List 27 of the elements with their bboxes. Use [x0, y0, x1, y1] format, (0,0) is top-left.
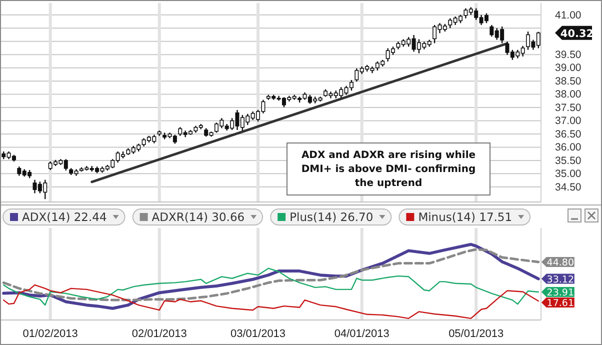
data-label: 44.80: [546, 258, 574, 269]
y-tick-label: 38.50: [555, 75, 582, 88]
y-tick-label: 41.00: [555, 9, 582, 22]
y-tick-label: 37.50: [555, 102, 582, 114]
text: 40.32: [560, 28, 594, 40]
x-tick-label: 02/01/2013: [132, 328, 187, 340]
y-tick-label: 35.50: [555, 154, 582, 167]
data-label: 17.61: [546, 298, 574, 309]
y-tick-label: 38.00: [555, 88, 582, 101]
data-label: 33.12: [546, 274, 574, 286]
y-tick-label: 35.00: [555, 168, 582, 180]
x-tick-label: 01/02/2013: [22, 328, 78, 340]
legend-label: ADXR(14) 30.66: [152, 210, 245, 224]
y-tick-label: 36.50: [555, 128, 582, 140]
x-tick-label: 04/01/2013: [334, 328, 390, 340]
y-tick-label: 37.00: [555, 115, 582, 128]
x-tick-label: 03/01/2013: [230, 328, 286, 340]
x-tick-label: 05/01/2013: [448, 328, 504, 340]
annotation: ADX and ADXR are rising while DMI+ is above DMI- confirming the uptrend: [301, 150, 476, 189]
y-tick-label: 36.00: [555, 142, 582, 154]
y-tick-label: 39.00: [555, 62, 582, 74]
y-tick-label: 39.50: [555, 48, 582, 61]
legend-label: Minus(14) 17.51: [418, 210, 512, 224]
legend-label: ADX(14) 22.44: [22, 210, 107, 224]
y-tick-label: 34.50: [555, 181, 582, 194]
legend-label: Plus(14) 26.70: [290, 210, 374, 224]
data-label: 23.91: [546, 288, 574, 298]
